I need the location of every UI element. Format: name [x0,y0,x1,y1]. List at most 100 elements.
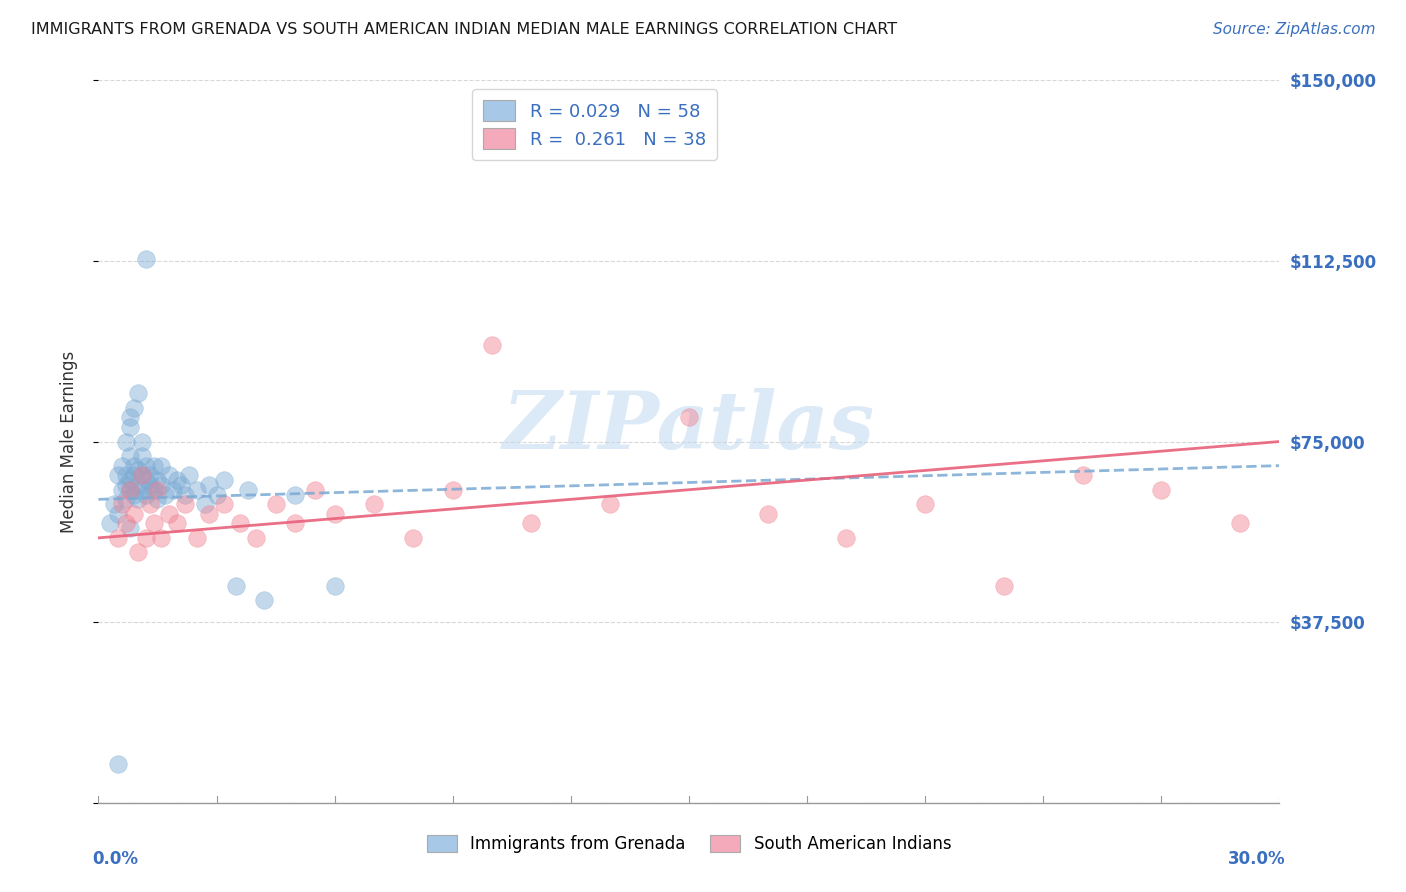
Point [131,468,153,483]
Point [1150,483,1173,497]
Point [197,478,219,492]
Point [993,579,1015,593]
Point [166,516,188,531]
Point [205,487,228,501]
Point [107,531,129,545]
Point [155,487,177,501]
Point [599,497,621,511]
Point [115,478,138,492]
Point [186,531,208,545]
Point [150,531,173,545]
Point [1071,468,1094,483]
Point [118,483,141,497]
Point [118,410,141,425]
Point [131,449,153,463]
Point [170,478,193,492]
Point [122,458,145,473]
Point [107,507,129,521]
Point [150,478,173,492]
Point [214,497,236,511]
Y-axis label: Median Male Earnings: Median Male Earnings [59,351,77,533]
Point [197,507,219,521]
Point [103,497,125,511]
Point [323,579,346,593]
Point [174,497,197,511]
Point [150,458,173,473]
Point [835,531,858,545]
Point [214,473,236,487]
Point [131,434,153,449]
Point [236,483,259,497]
Point [481,338,503,352]
Point [115,468,138,483]
Point [127,545,149,559]
Point [146,483,169,497]
Point [142,516,165,531]
Point [118,483,141,497]
Point [146,473,169,487]
Point [363,497,385,511]
Point [194,497,217,511]
Point [118,420,141,434]
Point [520,516,543,531]
Point [127,463,149,477]
Point [135,487,157,501]
Point [131,468,153,483]
Point [756,507,779,521]
Point [142,483,165,497]
Point [122,401,145,415]
Point [146,492,169,507]
Point [914,497,936,511]
Text: 0.0%: 0.0% [93,850,139,868]
Point [441,483,464,497]
Point [284,516,307,531]
Point [177,468,200,483]
Text: Source: ZipAtlas.com: Source: ZipAtlas.com [1212,22,1375,37]
Point [115,434,138,449]
Point [111,497,134,511]
Point [122,487,145,501]
Point [225,579,247,593]
Point [135,473,157,487]
Point [135,531,157,545]
Point [135,458,157,473]
Point [253,593,276,607]
Point [138,478,160,492]
Point [678,410,700,425]
Point [402,531,425,545]
Point [122,507,145,521]
Point [98,516,121,531]
Point [118,473,141,487]
Point [166,473,188,487]
Point [131,483,153,497]
Point [127,386,149,401]
Point [127,492,149,507]
Point [107,468,129,483]
Point [229,516,252,531]
Point [1229,516,1251,531]
Point [323,507,346,521]
Point [264,497,287,511]
Point [304,483,326,497]
Point [115,516,138,531]
Point [127,478,149,492]
Point [111,483,134,497]
Point [118,449,141,463]
Point [186,483,208,497]
Text: ZIPatlas: ZIPatlas [503,388,875,466]
Point [138,497,160,511]
Text: 30.0%: 30.0% [1227,850,1285,868]
Point [284,487,307,501]
Point [162,483,184,497]
Point [122,468,145,483]
Point [174,487,197,501]
Point [111,458,134,473]
Point [115,492,138,507]
Point [157,468,180,483]
Point [245,531,267,545]
Point [107,757,129,772]
Point [135,252,157,266]
Text: IMMIGRANTS FROM GRENADA VS SOUTH AMERICAN INDIAN MEDIAN MALE EARNINGS CORRELATIO: IMMIGRANTS FROM GRENADA VS SOUTH AMERICA… [31,22,897,37]
Point [138,468,160,483]
Point [118,521,141,535]
